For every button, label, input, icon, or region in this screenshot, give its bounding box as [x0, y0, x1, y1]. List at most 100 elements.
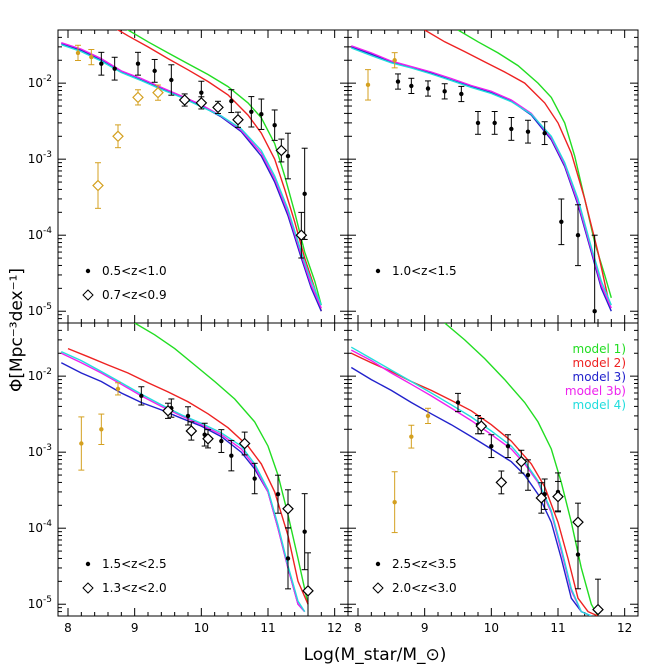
data-points [75, 44, 308, 259]
y-tick-label: 10-2 [28, 367, 52, 383]
model-curves [60, 323, 309, 613]
panel-frame [57, 322, 349, 617]
diamond-marker [162, 404, 174, 417]
x-tick-label: 11 [550, 621, 565, 635]
legend-label: 0.7<z<0.9 [102, 288, 167, 302]
dot-marker [455, 400, 461, 405]
dot-marker [365, 82, 371, 88]
model-legend-item: model 3) [573, 370, 627, 384]
dot-marker [559, 219, 564, 225]
dot-marker [79, 441, 84, 446]
legend-label: 1.5<z<2.5 [102, 557, 167, 571]
model-legend-item: model 3b) [565, 384, 626, 398]
panel-top-left: 10-2 10-3 10-4 10-5 0.5<z<1.0 0.7<z<0.9 [28, 29, 349, 324]
dot-marker [99, 427, 104, 432]
series-line-model3b [60, 352, 306, 613]
diamond-marker [232, 113, 244, 126]
dot-marker [219, 438, 224, 444]
dot-marker [249, 109, 254, 114]
model-curves [61, 30, 322, 312]
dot-marker [285, 556, 291, 561]
diamond-marker [475, 420, 488, 432]
dot-marker [229, 453, 234, 458]
dot-marker [489, 443, 494, 449]
series-line-model3 [351, 46, 612, 312]
dot-marker [505, 443, 511, 449]
dot-marker [139, 393, 144, 399]
dot-marker [252, 476, 257, 481]
x-axis-title: Log(M_star/M_⊙) [304, 645, 447, 665]
dot-marker [475, 120, 481, 126]
dot-marker [425, 86, 431, 91]
model-legend: model 1)model 2)model 3)model 3b)model 4… [565, 342, 626, 412]
dot-marker [392, 499, 397, 505]
series-line-model3b [350, 349, 592, 616]
dot-marker [259, 112, 264, 117]
y-tick-label: 10-4 [28, 226, 53, 242]
dot-marker [152, 68, 157, 74]
y-tick-label: 10-4 [28, 519, 53, 535]
dot-marker [112, 66, 117, 71]
diamond-marker [178, 94, 191, 106]
dot-marker [185, 413, 191, 419]
dot-marker [525, 472, 531, 478]
y-tick-label: 10-3 [28, 443, 52, 459]
y-tick-label: 10-3 [28, 150, 52, 166]
legend-dot-marker [85, 561, 91, 567]
diamond-marker [185, 425, 198, 437]
dot-marker [199, 90, 204, 95]
series-line-model3 [350, 366, 592, 616]
dot-marker [99, 61, 104, 66]
series-line-model4 [61, 350, 306, 612]
dot-marker [89, 54, 94, 60]
diamond-marker [295, 229, 308, 242]
x-tick-label: 10 [484, 621, 499, 635]
diamond-marker [92, 179, 104, 192]
dot-marker [425, 413, 431, 419]
diamond-marker [515, 455, 528, 468]
model-legend-item: model 1) [573, 342, 627, 356]
diamond-marker [132, 91, 144, 104]
series-line-model3b [351, 45, 612, 309]
dot-marker [75, 50, 81, 56]
series-line-model2 [350, 352, 599, 616]
series-line-model1 [134, 323, 309, 605]
diamond-marker [535, 492, 548, 504]
dot-marker [575, 552, 581, 557]
legend-diamond-marker [372, 582, 384, 594]
y-tick-label: 10-5 [28, 302, 52, 318]
dot-marker [575, 232, 581, 238]
model-curves [350, 323, 599, 616]
dot-marker [395, 79, 401, 84]
dot-marker [169, 77, 174, 83]
dot-marker [459, 91, 464, 97]
dot-marker [302, 529, 307, 534]
legend-label: 1.3<z<2.0 [102, 581, 167, 595]
dot-marker [302, 191, 307, 197]
dot-marker [492, 120, 497, 126]
diamond-marker [202, 432, 214, 445]
legend-diamond-marker [82, 289, 94, 301]
x-tick-label: 10 [194, 621, 209, 635]
diamond-marker [152, 86, 164, 99]
legend-label: 0.5<z<1.0 [102, 264, 167, 278]
dot-marker [272, 122, 277, 128]
legend-dot-marker [375, 268, 381, 274]
data-points [78, 382, 314, 616]
model-legend-item: model 4) [573, 398, 627, 412]
legend-diamond-marker [82, 582, 94, 594]
dot-marker [442, 89, 447, 94]
model-curves [351, 30, 612, 312]
legend-label: 2.0<z<3.0 [392, 581, 457, 595]
diamond-marker [195, 97, 208, 109]
legend-dot-marker [85, 268, 91, 274]
x-tick-label: 12 [617, 621, 632, 635]
diamond-marker [112, 130, 124, 143]
y-tick-label: 10-2 [28, 74, 52, 90]
data-points [365, 52, 598, 323]
redshift-legend: 0.5<z<1.0 0.7<z<0.9 [82, 264, 167, 302]
x-tick-label: 8 [354, 621, 362, 635]
dot-marker [135, 61, 141, 66]
series-line-model3 [60, 362, 306, 613]
